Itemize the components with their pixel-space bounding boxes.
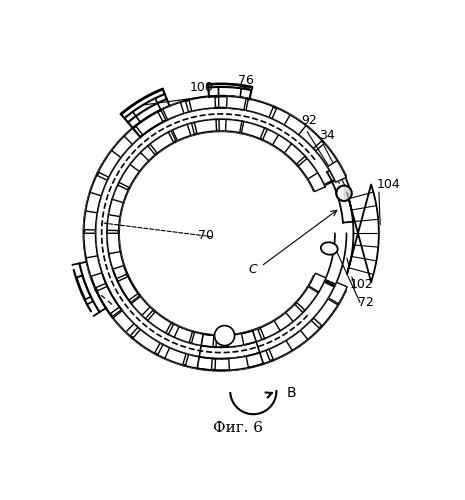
Polygon shape: [163, 102, 184, 120]
Text: 34: 34: [319, 129, 335, 142]
Polygon shape: [84, 204, 99, 230]
Text: C: C: [249, 263, 258, 276]
Polygon shape: [293, 320, 319, 345]
Polygon shape: [98, 150, 121, 177]
Polygon shape: [316, 144, 340, 171]
Polygon shape: [86, 192, 101, 213]
Text: Фиг. 6: Фиг. 6: [213, 421, 263, 435]
Wedge shape: [344, 186, 352, 201]
Polygon shape: [309, 274, 326, 292]
Polygon shape: [84, 233, 98, 260]
Polygon shape: [113, 310, 134, 332]
Polygon shape: [260, 318, 284, 338]
Polygon shape: [216, 334, 238, 347]
Polygon shape: [109, 252, 124, 269]
Polygon shape: [269, 338, 297, 360]
Text: 92: 92: [301, 114, 317, 126]
Polygon shape: [246, 99, 273, 117]
Polygon shape: [110, 185, 128, 208]
Polygon shape: [329, 282, 347, 304]
Polygon shape: [165, 348, 186, 365]
Text: 104: 104: [377, 178, 401, 191]
Polygon shape: [86, 256, 102, 276]
Polygon shape: [158, 344, 186, 364]
Polygon shape: [168, 324, 192, 342]
Polygon shape: [215, 358, 241, 370]
Polygon shape: [118, 276, 138, 300]
Polygon shape: [282, 142, 305, 164]
Polygon shape: [313, 299, 338, 326]
Polygon shape: [108, 199, 123, 216]
Polygon shape: [347, 184, 379, 282]
Polygon shape: [194, 120, 217, 134]
Polygon shape: [226, 120, 242, 132]
Circle shape: [336, 186, 352, 201]
Polygon shape: [131, 296, 153, 318]
Text: 72: 72: [358, 296, 374, 309]
Circle shape: [214, 326, 234, 345]
Polygon shape: [280, 304, 303, 326]
Polygon shape: [130, 152, 149, 172]
Polygon shape: [173, 124, 191, 140]
Polygon shape: [272, 135, 292, 153]
Polygon shape: [192, 332, 214, 347]
Polygon shape: [133, 146, 155, 169]
Polygon shape: [136, 112, 163, 135]
Polygon shape: [87, 260, 106, 288]
Text: 102: 102: [349, 278, 373, 291]
Polygon shape: [112, 136, 133, 158]
Polygon shape: [298, 158, 319, 182]
Polygon shape: [274, 312, 293, 330]
Text: 76: 76: [238, 74, 253, 86]
Polygon shape: [131, 296, 150, 316]
Polygon shape: [243, 350, 270, 368]
Polygon shape: [148, 312, 171, 333]
Polygon shape: [133, 330, 160, 353]
Polygon shape: [97, 286, 120, 314]
Text: 70: 70: [198, 229, 213, 242]
Polygon shape: [189, 96, 215, 111]
Polygon shape: [239, 329, 262, 345]
Polygon shape: [110, 256, 127, 278]
Polygon shape: [227, 334, 244, 347]
Polygon shape: [219, 120, 241, 132]
Ellipse shape: [321, 242, 338, 254]
Polygon shape: [286, 330, 308, 350]
Polygon shape: [161, 101, 188, 120]
Polygon shape: [308, 173, 325, 192]
Text: 100: 100: [190, 81, 214, 94]
Polygon shape: [107, 208, 121, 231]
Polygon shape: [107, 233, 120, 255]
Polygon shape: [241, 122, 265, 138]
Polygon shape: [186, 354, 212, 370]
Polygon shape: [297, 287, 318, 310]
Text: В: В: [286, 386, 296, 400]
Polygon shape: [327, 160, 346, 182]
Polygon shape: [150, 132, 174, 153]
Polygon shape: [272, 108, 299, 130]
Polygon shape: [119, 164, 140, 188]
Polygon shape: [174, 326, 193, 342]
Polygon shape: [219, 96, 245, 110]
Polygon shape: [114, 128, 140, 154]
Polygon shape: [88, 176, 107, 203]
Polygon shape: [229, 356, 248, 370]
Polygon shape: [284, 115, 306, 134]
Polygon shape: [112, 310, 138, 336]
Polygon shape: [171, 123, 194, 141]
Polygon shape: [263, 129, 286, 150]
Polygon shape: [226, 96, 246, 110]
Polygon shape: [296, 123, 322, 148]
